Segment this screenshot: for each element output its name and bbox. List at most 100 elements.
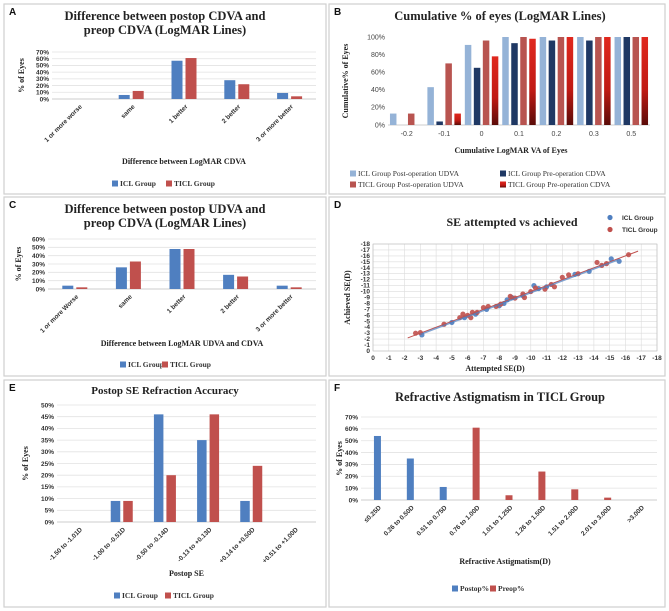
x-tick-label: -18 bbox=[652, 355, 662, 362]
y-tick-label: 35% bbox=[41, 437, 54, 444]
x-tick-label: -13 bbox=[573, 355, 583, 362]
panel-border bbox=[3, 379, 327, 608]
x-tick-label: 0.2 bbox=[552, 131, 562, 138]
legend-label: ICL Group bbox=[122, 591, 158, 600]
y-tick-label: 30% bbox=[32, 261, 45, 268]
legend-label: ICL Group bbox=[128, 360, 164, 369]
y-tick-label: -2 bbox=[364, 336, 370, 343]
legend-label: ICL Group bbox=[120, 179, 156, 188]
y-tick-label: 40% bbox=[36, 69, 49, 76]
legend-label: TICL Group bbox=[622, 227, 658, 234]
legend-label: ICL Group bbox=[622, 215, 654, 222]
chart-title: Difference between postop CDVA and bbox=[65, 9, 266, 23]
y-tick-label: -11 bbox=[361, 283, 370, 290]
panel-d: DSE attempted vs achieved0-1-2-3-4-5-6-7… bbox=[328, 196, 666, 377]
x-tick-label: -7 bbox=[481, 355, 487, 362]
scatter-point bbox=[460, 311, 466, 317]
scatter-point bbox=[566, 272, 572, 278]
bar bbox=[571, 489, 579, 500]
x-tick-label: -4 bbox=[433, 355, 439, 362]
y-tick-label: 70% bbox=[36, 49, 49, 56]
x-tick-label: -0.1 bbox=[438, 131, 450, 138]
y-axis-label: % of Eyes bbox=[335, 441, 344, 476]
bar bbox=[577, 37, 584, 125]
legend-swatch bbox=[162, 361, 168, 368]
y-tick-label: 0% bbox=[40, 96, 50, 103]
chart-title: Cumulative % of eyes (LogMAR Lines) bbox=[394, 9, 605, 23]
y-tick-label: 45% bbox=[41, 414, 54, 421]
y-tick-label: 0% bbox=[375, 122, 385, 129]
x-tick-label: -14 bbox=[589, 355, 599, 362]
scatter-point bbox=[559, 274, 565, 280]
y-tick-label: 50% bbox=[32, 245, 45, 252]
panel-letter: C bbox=[9, 200, 16, 211]
bar bbox=[604, 497, 612, 500]
y-tick-label: 20% bbox=[371, 105, 385, 112]
bar bbox=[115, 267, 127, 289]
plot-frame bbox=[372, 243, 658, 352]
chart-title: Postop SE Refraction Accuracy bbox=[91, 385, 239, 397]
y-axis-label: Cumulative% of Eyes bbox=[341, 44, 350, 119]
y-tick-label: 20% bbox=[41, 473, 54, 480]
legend-swatch bbox=[165, 592, 171, 599]
bar bbox=[76, 287, 88, 289]
x-tick-label: -6 bbox=[465, 355, 471, 362]
y-axis-label: % of Eyes bbox=[17, 58, 26, 93]
legend-swatch bbox=[500, 181, 506, 188]
bar bbox=[482, 40, 490, 125]
y-tick-label: -18 bbox=[361, 241, 371, 248]
chart-title: Refractive Astigmatism in TICL Group bbox=[395, 390, 605, 404]
bar bbox=[520, 37, 527, 125]
bar bbox=[538, 471, 546, 500]
y-tick-label: 50% bbox=[41, 402, 54, 409]
legend-marker bbox=[607, 214, 613, 221]
y-tick-label: 0% bbox=[349, 497, 359, 504]
y-tick-label: -14 bbox=[361, 265, 371, 272]
legend-label: TICL Group bbox=[173, 591, 214, 600]
panel-letter: F bbox=[334, 383, 340, 394]
bar bbox=[240, 500, 250, 522]
y-tick-label: -17 bbox=[361, 247, 371, 254]
y-tick-label: 80% bbox=[371, 52, 385, 59]
y-tick-label: -12 bbox=[361, 277, 371, 284]
x-tick-label: -9 bbox=[512, 355, 518, 362]
legend-label: TICL Group Post-operation UDVA bbox=[358, 180, 464, 189]
x-tick-label: -16 bbox=[621, 355, 631, 362]
y-tick-label: -13 bbox=[361, 271, 371, 278]
x-axis-label: Difference between LogMAR UDVA and CDVA bbox=[101, 339, 264, 348]
legend-swatch bbox=[490, 585, 496, 592]
y-tick-label: -16 bbox=[361, 253, 371, 260]
y-tick-label: 20% bbox=[32, 270, 45, 277]
y-tick-label: -8 bbox=[364, 300, 370, 307]
bar bbox=[604, 37, 611, 125]
bar bbox=[209, 414, 220, 522]
x-tick-label: -3 bbox=[417, 355, 423, 362]
bar bbox=[276, 285, 288, 289]
x-tick-label: -15 bbox=[605, 355, 615, 362]
y-tick-label: 60% bbox=[32, 236, 45, 243]
panel-border bbox=[328, 196, 666, 377]
scatter-point bbox=[551, 284, 558, 290]
bar bbox=[464, 44, 472, 125]
y-tick-label: -1 bbox=[364, 342, 370, 349]
y-tick-label: 30% bbox=[36, 76, 49, 83]
bar bbox=[491, 56, 499, 125]
y-tick-label: 0 bbox=[366, 348, 370, 355]
panel-c: C Difference between postop UDVA andpreop… bbox=[3, 196, 327, 377]
bar bbox=[277, 92, 289, 99]
y-axis-label: Achieved SE(D) bbox=[343, 270, 352, 325]
panel-border bbox=[328, 379, 666, 608]
legend-label: ICL Group Pre-operation CDVA bbox=[508, 169, 606, 178]
y-axis-label: % of Eyes bbox=[21, 446, 30, 481]
bar bbox=[197, 440, 207, 522]
bar bbox=[595, 37, 602, 125]
legend-swatch bbox=[350, 181, 356, 188]
legend-swatch bbox=[452, 585, 458, 592]
panel-a: A Difference between postop CDVA andpreop… bbox=[3, 3, 327, 195]
legend-marker bbox=[607, 226, 613, 233]
bar bbox=[548, 40, 556, 125]
legend-label: TICL Group Pre-operation CDVA bbox=[508, 180, 611, 189]
x-tick-label: 0 bbox=[371, 355, 375, 362]
bar bbox=[539, 37, 547, 125]
